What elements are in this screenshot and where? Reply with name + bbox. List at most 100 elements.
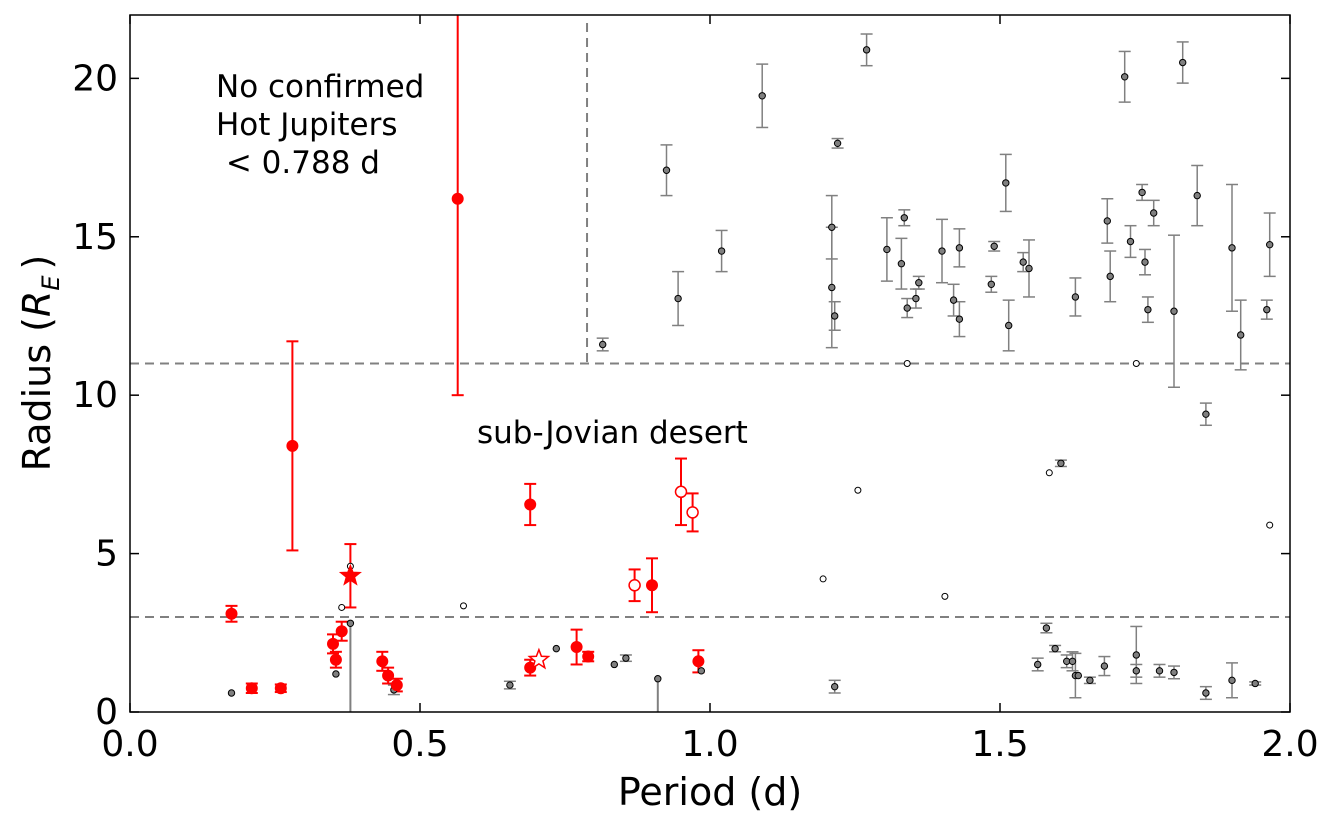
data-point-background xyxy=(674,294,682,303)
data-point-background xyxy=(1251,679,1259,688)
data-point-background-open xyxy=(1266,521,1274,529)
data-point-background xyxy=(915,279,923,287)
x-axis-label: Period (d) xyxy=(618,770,802,814)
data-point-background-open xyxy=(941,592,949,600)
data-point-background xyxy=(1132,667,1141,675)
data-point-highlight xyxy=(390,679,403,692)
data-point-background xyxy=(831,682,839,691)
data-point-highlight-open xyxy=(686,506,699,519)
annotation-sub-jovian-desert: sub-Jovian desert xyxy=(477,415,748,451)
data-point-background-open xyxy=(1132,360,1140,367)
annotation-hot-jupiters: No confirmed Hot Jupiters < 0.788 d xyxy=(216,69,424,181)
data-point-background xyxy=(1150,209,1158,217)
data-point-background xyxy=(1126,237,1135,246)
data-point-background-open xyxy=(854,486,862,494)
data-point-background xyxy=(1132,651,1141,659)
y-tick-label: 10 xyxy=(72,375,118,416)
x-tick-label: 0.5 xyxy=(391,724,448,765)
data-point-background xyxy=(1170,307,1178,315)
data-point-background xyxy=(654,675,662,683)
x-tick-label: 1.5 xyxy=(971,724,1028,765)
data-point-highlight xyxy=(225,607,238,620)
y-axis-label: Radius (RE) xyxy=(15,255,65,472)
data-point-background xyxy=(332,670,340,678)
data-point-highlight xyxy=(245,682,258,695)
x-tick-labels: 0.0 0.5 1.0 1.5 2.0 xyxy=(101,724,1318,765)
data-point-highlight xyxy=(524,661,537,674)
data-point-highlight xyxy=(451,192,464,205)
x-tick-label: 2.0 xyxy=(1261,724,1318,765)
data-point-background xyxy=(938,247,946,255)
data-point-highlight xyxy=(335,625,348,638)
data-points xyxy=(225,46,1274,697)
data-point-background xyxy=(833,139,842,148)
data-point-background xyxy=(1228,676,1236,685)
data-point-background xyxy=(1042,624,1051,632)
data-point-background xyxy=(1025,264,1033,273)
data-point-background-open xyxy=(819,575,827,583)
data-point-background xyxy=(599,340,607,349)
data-point-background xyxy=(955,315,964,323)
data-point-background xyxy=(1228,244,1236,252)
data-point-highlight xyxy=(286,439,299,452)
data-point-background xyxy=(506,681,514,689)
data-point-star xyxy=(338,563,362,586)
data-point-background xyxy=(1170,668,1178,677)
data-point-background xyxy=(1106,272,1114,281)
data-point-background xyxy=(697,667,705,675)
data-point-background xyxy=(1141,258,1149,266)
data-point-background xyxy=(662,166,671,174)
data-point-background-open xyxy=(460,602,467,610)
data-point-star-open xyxy=(527,647,551,670)
axis-ticks xyxy=(129,15,1291,713)
data-point-background xyxy=(883,245,891,254)
data-point-highlight xyxy=(382,669,395,682)
data-point-background xyxy=(897,260,906,268)
data-point-background xyxy=(1057,459,1065,467)
data-point-highlight xyxy=(274,682,287,695)
data-point-background xyxy=(912,294,920,303)
data-point-background xyxy=(1051,644,1059,653)
data-point-highlight xyxy=(329,653,342,666)
data-point-background-open xyxy=(1045,469,1053,477)
data-point-background xyxy=(1071,293,1080,301)
data-point-highlight-open xyxy=(628,579,641,592)
data-point-background xyxy=(1121,73,1129,81)
data-point-background xyxy=(955,244,964,252)
data-point-background xyxy=(346,619,355,627)
reference-lines xyxy=(130,23,1290,618)
data-point-background xyxy=(1237,331,1245,339)
data-point-background xyxy=(758,92,766,100)
data-point-background xyxy=(828,223,836,231)
y-tick-label: 15 xyxy=(72,217,118,258)
x-tick-label: 1.0 xyxy=(681,724,738,765)
data-point-highlight xyxy=(524,498,537,511)
y-tick-label: 20 xyxy=(72,58,118,99)
data-point-highlight xyxy=(327,637,339,650)
data-point-background xyxy=(1155,667,1164,675)
data-point-background xyxy=(990,242,998,250)
data-point-background xyxy=(831,312,839,320)
data-point-background xyxy=(1074,671,1083,680)
data-point-background xyxy=(862,46,871,54)
data-point-highlight xyxy=(646,579,658,592)
svg-text:No confirmed: No confirmed xyxy=(216,69,424,105)
y-tick-labels: 0 5 10 15 20 xyxy=(72,58,118,733)
data-point-highlight-open xyxy=(674,485,688,499)
data-point-background xyxy=(1068,657,1077,666)
data-point-background xyxy=(1019,258,1027,266)
data-point-background xyxy=(622,654,630,662)
data-point-background xyxy=(1086,676,1094,685)
data-point-background xyxy=(552,644,560,653)
data-point-background xyxy=(1202,410,1210,418)
data-point-background xyxy=(610,660,618,669)
data-point-highlight xyxy=(376,655,389,668)
data-point-background xyxy=(949,296,958,304)
data-point-background xyxy=(1266,240,1274,249)
data-point-background xyxy=(1179,58,1187,67)
data-point-background xyxy=(903,304,911,312)
y-tick-label: 5 xyxy=(95,534,118,575)
data-point-highlight xyxy=(582,650,595,663)
data-point-background xyxy=(1202,689,1210,697)
